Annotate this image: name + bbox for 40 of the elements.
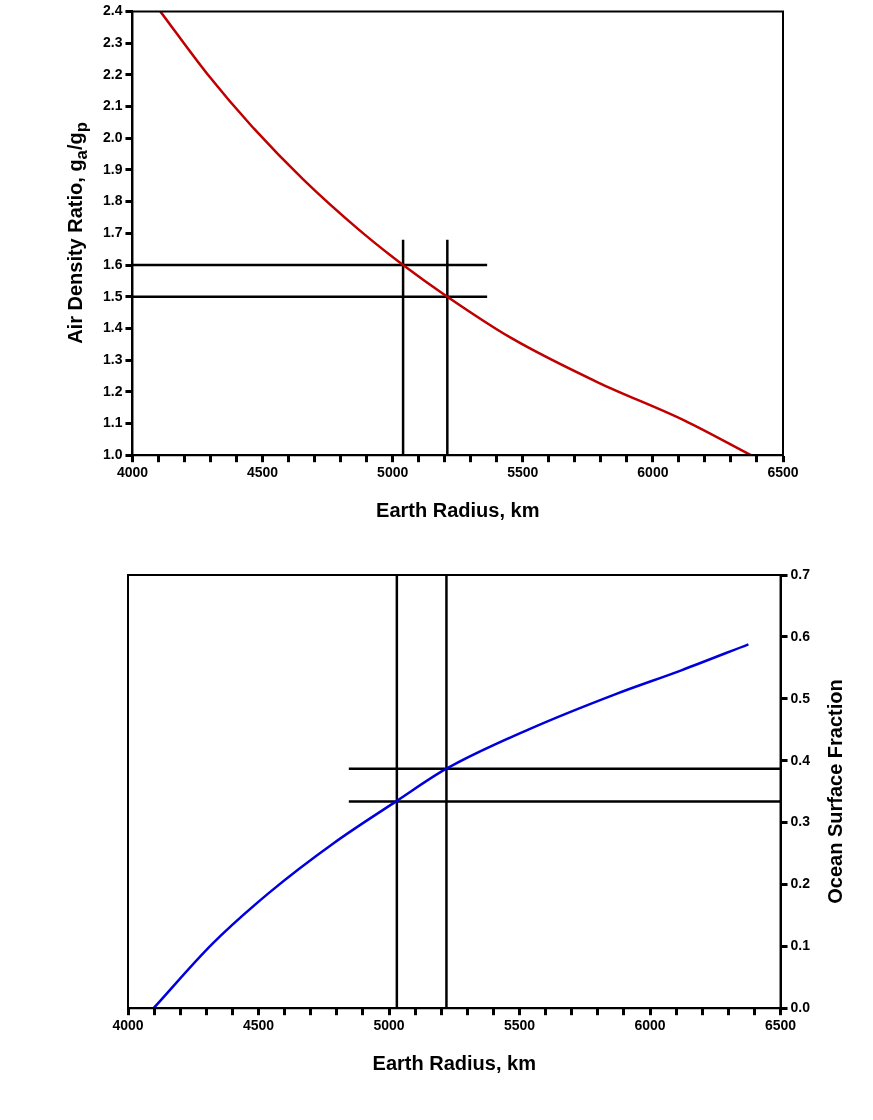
y-tick-label: 1.1 bbox=[102, 414, 123, 431]
y2-tick-label: 0.4 bbox=[790, 751, 811, 768]
y-tick-label: 1.7 bbox=[102, 224, 123, 241]
y2-tick-label: 0.0 bbox=[790, 999, 811, 1016]
y-tick-label: 2.3 bbox=[102, 33, 123, 50]
line-series bbox=[159, 11, 753, 456]
y-tick-label: 2.2 bbox=[102, 65, 123, 82]
y2-tick-label: 0.1 bbox=[790, 937, 811, 954]
line-series bbox=[152, 643, 750, 1009]
x-tick-label: 5000 bbox=[377, 464, 409, 481]
y-tick-label: 1.0 bbox=[102, 446, 123, 463]
x-tick-label: 6500 bbox=[767, 464, 799, 481]
x-tick-label: 6500 bbox=[764, 1017, 797, 1034]
x-tick-label: 5500 bbox=[503, 1017, 536, 1034]
y2-axis-title: Ocean Surface Fraction bbox=[823, 679, 847, 904]
x-tick-label: 5500 bbox=[507, 464, 539, 481]
y-tick-label: 1.9 bbox=[102, 160, 123, 177]
x-tick-label: 6000 bbox=[634, 1017, 666, 1034]
y-tick-label: 1.4 bbox=[102, 319, 123, 336]
x-tick-label: 4500 bbox=[246, 464, 279, 481]
x-axis-title: Earth Radius, km bbox=[376, 498, 540, 521]
y-tick-label: 1.3 bbox=[102, 350, 123, 367]
y2-tick-label: 0.3 bbox=[790, 813, 811, 830]
x-tick-label: 4000 bbox=[112, 1017, 144, 1034]
x-tick-label: 5000 bbox=[373, 1017, 405, 1034]
y2-tick-label: 0.6 bbox=[790, 627, 811, 644]
x-tick-label: 6000 bbox=[637, 464, 669, 481]
y-tick-label: 1.6 bbox=[102, 255, 123, 272]
y-tick-label: 2.1 bbox=[102, 97, 123, 114]
x-axis-title: Earth Radius, km bbox=[372, 1051, 536, 1074]
x-tick-label: 4000 bbox=[116, 464, 149, 481]
y-tick-label: 1.8 bbox=[102, 192, 123, 209]
y2-tick-label: 0.2 bbox=[790, 875, 811, 892]
y-tick-label: 1.5 bbox=[102, 287, 123, 304]
x-tick-label: 4500 bbox=[242, 1017, 275, 1034]
y2-tick-label: 0.7 bbox=[790, 565, 811, 582]
y-tick-label: 1.2 bbox=[102, 382, 123, 399]
y-tick-label: 2.0 bbox=[102, 129, 123, 146]
y2-tick-label: 0.5 bbox=[790, 689, 811, 706]
y-tick-label: 2.4 bbox=[102, 2, 123, 19]
